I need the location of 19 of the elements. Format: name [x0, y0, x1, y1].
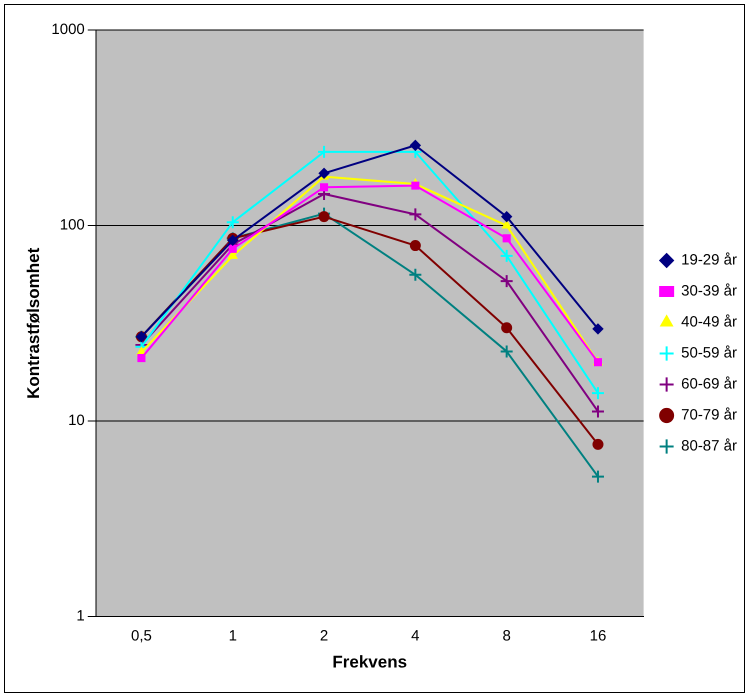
- legend-label: 80-87 år: [681, 438, 738, 455]
- y-tick-label: 1: [76, 608, 85, 625]
- legend-label: 50-59 år: [681, 344, 738, 362]
- x-tick-label: 16: [590, 628, 606, 645]
- legend-label: 40-49 år: [681, 314, 738, 331]
- x-tick-label: 8: [502, 628, 511, 645]
- y-tick-label: 10: [68, 412, 85, 430]
- legend-label: 70-79 år: [681, 406, 738, 424]
- y-tick-label: 100: [60, 216, 85, 234]
- x-tick-label: 1: [228, 628, 237, 645]
- x-tick-label: 2: [320, 628, 328, 645]
- x-axis-title: Frekvens: [332, 652, 408, 672]
- x-tick-label: 0,5: [130, 628, 152, 645]
- y-tick-label: 1000: [51, 21, 85, 38]
- legend-label: 19-29 år: [681, 252, 738, 269]
- legend-label: 60-69 år: [681, 376, 738, 393]
- legend-label: 30-39 år: [681, 282, 738, 300]
- x-tick-label: 4: [411, 628, 420, 645]
- y-axis-title: Kontrastfølsomhet: [24, 247, 43, 399]
